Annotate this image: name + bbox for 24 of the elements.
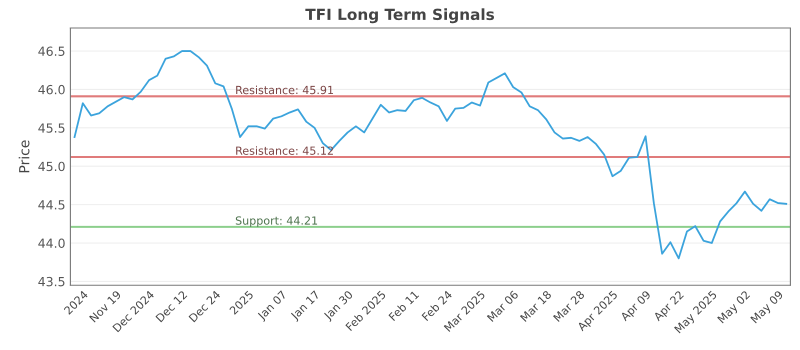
y-tick-label: 44.0 [38,238,65,248]
x-tick-label: Dec 24 [188,290,221,322]
y-tick-label: 43.5 [38,276,64,286]
y-tick-label: 45.0 [38,162,65,172]
x-tick-label: Dec 12 [155,290,188,322]
y-tick-label: 45.5 [38,123,64,133]
ref-line-label: Resistance: 45.91 [236,86,334,94]
x-tick-label: Feb 24 [421,290,453,322]
y-tick-label: 44.5 [38,200,64,210]
y-axis-title: Price [18,140,30,172]
chart-title: TFI Long Term Signals [305,8,494,24]
x-tick-label: Mar 06 [486,290,519,322]
x-tick-label: Apr 09 [620,290,653,324]
x-tick-label: Jan 07 [256,290,288,322]
ref-line-label: Resistance: 45.12 [236,146,333,155]
y-tick-label: 46.0 [38,84,65,94]
ref-line-label: Support: 44.21 [236,216,318,227]
x-tick-label: Mar 28 [552,290,585,322]
x-tick-label: Nov 19 [88,290,122,323]
line-series [74,50,788,260]
y-tick-label: 46.5 [38,46,64,56]
x-tick-label: Mar 18 [520,290,552,322]
x-tick-label: Feb 11 [388,290,420,322]
x-tick-label: Jan 17 [290,290,322,322]
